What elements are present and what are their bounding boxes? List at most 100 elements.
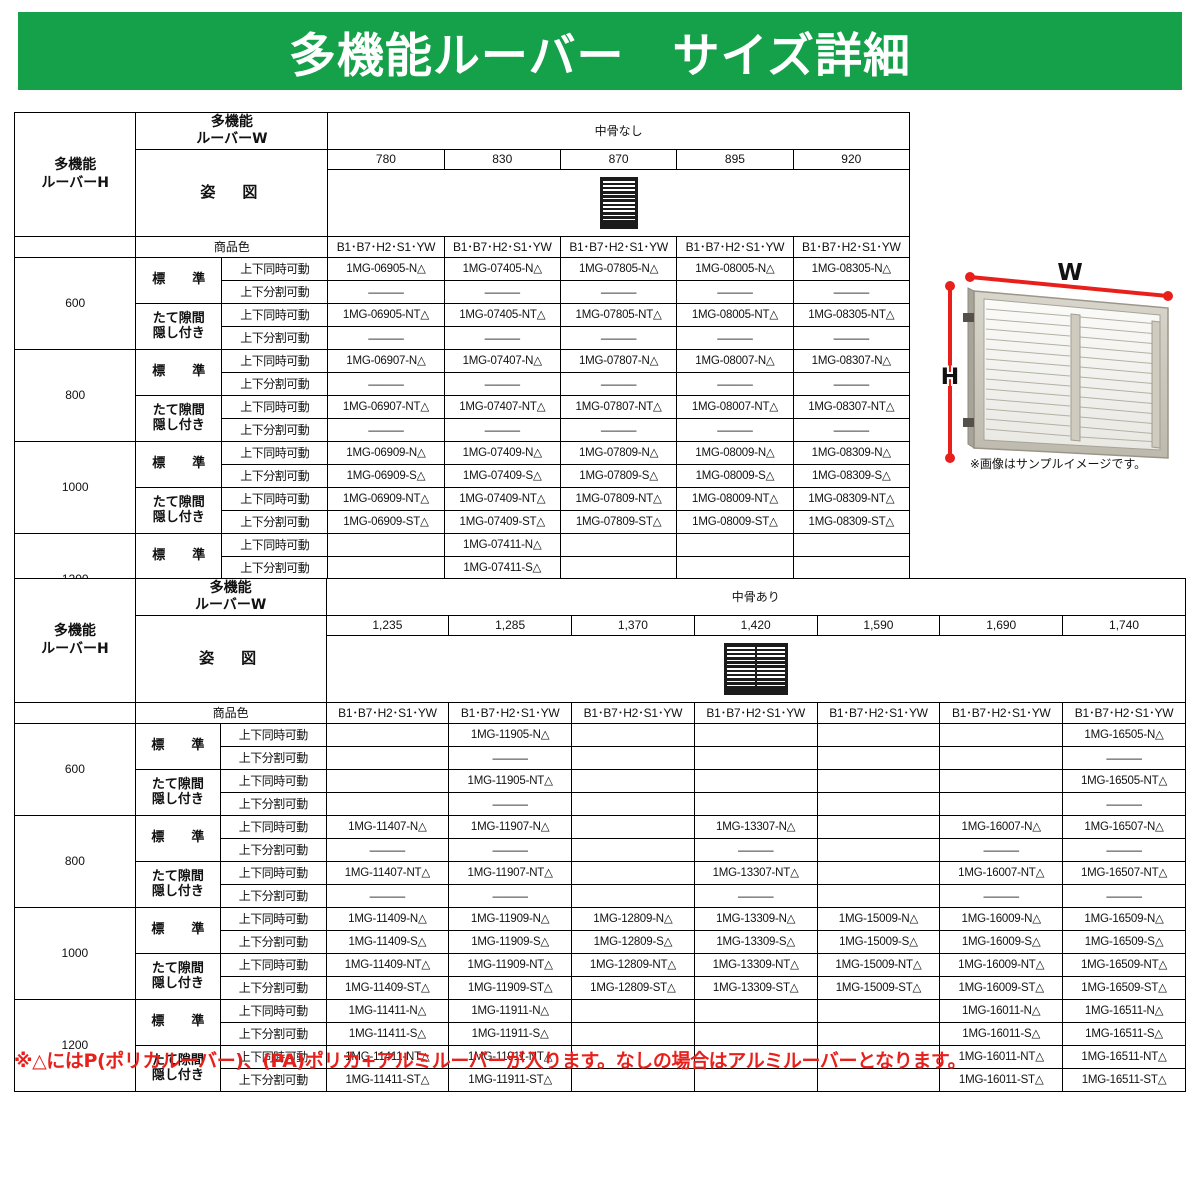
product-code-cell: ――― [676,372,794,396]
product-code-cell: 1MG-16009-NT△ [939,953,1064,977]
product-code-cell: ――― [448,792,573,816]
sugata-zu-cell: 姿 図 [135,149,329,237]
product-code: 1MG-08007-NT△ [691,401,778,414]
type-gap-cover-cell: たて隙間隠し付き [134,861,221,908]
product-code-cell: 1MG-13309-S△ [693,930,818,954]
product-code-cell: ――― [327,280,445,304]
product-code-cell: ――― [1062,838,1186,862]
product-code-cell: 1MG-08009-N△ [676,441,794,465]
color-code-cell: B1･B7･H2･S1･YW [939,702,1064,724]
product-code-cell: 1MG-15009-N△ [816,907,941,931]
product-code-cell [939,746,1064,770]
product-code-cell: 1MG-11409-NT△ [325,953,450,977]
product-code-cell [571,1022,695,1046]
product-code-cell [559,556,678,580]
table-row: たて隙間 隠し付き 上下同時可動 1MG-06909-NT△ 1MG-07409-NT△… [15,487,911,534]
header-row-colors: 商品色 B1･B7･H2･S1･YW B1･B7･H2･S1･YW B1･B7･H2･… [14,702,1186,724]
motion-cell: 上下分割可動 [219,1022,327,1046]
product-code-cell [571,746,695,770]
product-code-cell: 1MG-11407-NT△ [325,861,450,885]
product-code-cell: ――― [325,838,450,862]
product-code: 1MG-13309-S△ [716,936,796,949]
product-code: 1MG-11911-ST△ [468,1074,553,1087]
product-code: 1MG-07407-NT△ [459,401,546,414]
product-code: 1MG-16011-ST△ [958,1074,1044,1087]
type-standard-cell: 標 準 [134,723,221,770]
product-code-cell [571,792,695,816]
type-gap-cover-cell: たて隙間隠し付き [135,303,223,350]
color-code-cell: B1･B7･H2･S1･YW [676,236,794,258]
width-header-1420: 1,420 [693,615,818,636]
product-code-cell: ――― [327,326,445,350]
header-row-diagram [15,169,910,237]
product-code: 1MG-08309-S△ [811,470,891,483]
product-code-cell: ――― [792,326,911,350]
product-code-cell: 1MG-16509-N△ [1062,907,1186,931]
product-code-cell: 1MG-16509-S△ [1062,930,1186,954]
product-code: 1MG-08009-S△ [695,470,775,483]
product-code-cell: 1MG-11409-ST△ [325,976,450,1000]
product-code-cell: 1MG-06909-S△ [327,464,445,488]
type-label: たて隙間隠し付き [152,310,205,341]
no-product-dash: ――― [833,284,870,299]
product-code: 1MG-11911-S△ [471,1028,549,1041]
product-code: 1MG-16011-N△ [961,1005,1041,1018]
product-code: 1MG-12809-ST△ [590,982,676,995]
product-code-cell: 1MG-06909-ST△ [327,510,445,534]
product-code-cell: 1MG-16507-N△ [1062,815,1186,839]
product-code: 1MG-08309-ST△ [808,516,895,529]
product-code-cell [693,1045,818,1069]
product-code: 1MG-16009-N△ [961,913,1042,926]
height-cell-1000: 1000 [14,907,136,1000]
height-cell-600: 600 [13,257,137,350]
product-code: 1MG-16011-S△ [962,1028,1041,1041]
no-product-dash: ――― [484,284,521,299]
louver-h-header-cell: 多機能 ルーバーH [13,112,137,237]
product-code-cell: 1MG-08009-ST△ [676,510,794,534]
product-code-cell: ――― [448,746,573,770]
product-code-cell: 1MG-16011-N△ [939,999,1064,1023]
product-code-cell [571,861,695,885]
product-code-cell: ――― [693,884,818,908]
product-code: 1MG-13309-ST△ [712,982,799,995]
no-product-dash: ――― [1106,842,1142,857]
product-code-cell [571,723,695,747]
no-product-dash: ――― [484,422,521,437]
type-standard-cell: 標 準 [134,907,221,954]
width-header-1285: 1,285 [448,615,573,636]
type-label: 標 準 [152,364,213,380]
product-code-cell: 1MG-07409-S△ [443,464,561,488]
product-code-cell [792,533,911,557]
product-code: 1MG-06907-N△ [346,355,426,368]
product-code: 1MG-08009-ST△ [692,516,778,529]
product-code-cell: 1MG-16507-NT△ [1062,861,1186,885]
product-code-cell: ――― [792,372,911,396]
product-color-label: 商品色 [134,702,327,724]
louver-diagram-icon [723,643,788,695]
product-code: 1MG-08309-NT△ [808,493,895,506]
product-code: 1MG-08307-N△ [811,355,892,368]
product-code-cell: 1MG-16009-N△ [939,907,1064,931]
product-code-cell: 1MG-13307-NT△ [693,861,818,885]
no-product-dash: ――― [737,888,774,903]
table-row: 上下分割可動 1MG-11409-ST△ 1MG-11909-ST△ 1MG-1280… [15,976,1186,1000]
table-row: たて隙間 隠し付き 上下同時可動 1MG-11409-NT△ 1MG-11909-NT△… [15,953,1186,1000]
operating-rail [1151,320,1161,449]
product-code-cell: 1MG-11909-NT△ [448,953,573,977]
product-code-cell [327,533,445,557]
product-code: 1MG-07405-NT△ [459,309,546,322]
louver-product-illustration: H W [939,258,1173,463]
product-code: 1MG-16505-N△ [1084,729,1164,742]
product-code-cell [816,1068,941,1092]
no-product-dash: ――― [983,842,1020,857]
louver-w-label: 多機能 ルーバーW [194,579,267,614]
product-code: 1MG-08305-N△ [811,263,892,276]
product-code: 1MG-15009-ST△ [835,982,922,995]
table-row: 上下分割可動 ――― ――― ――― ――― ――― [15,280,911,304]
product-code-cell: 1MG-07809-ST△ [559,510,678,534]
product-code-cell: 1MG-07809-S△ [559,464,678,488]
no-product-dash: ――― [983,888,1020,903]
motion-cell: 上下分割可動 [219,1068,327,1092]
table-row: 1000 標 準上下同時可動 1MG-11409-N△ 1MG-11909-N△ 1MG… [14,907,1186,1000]
